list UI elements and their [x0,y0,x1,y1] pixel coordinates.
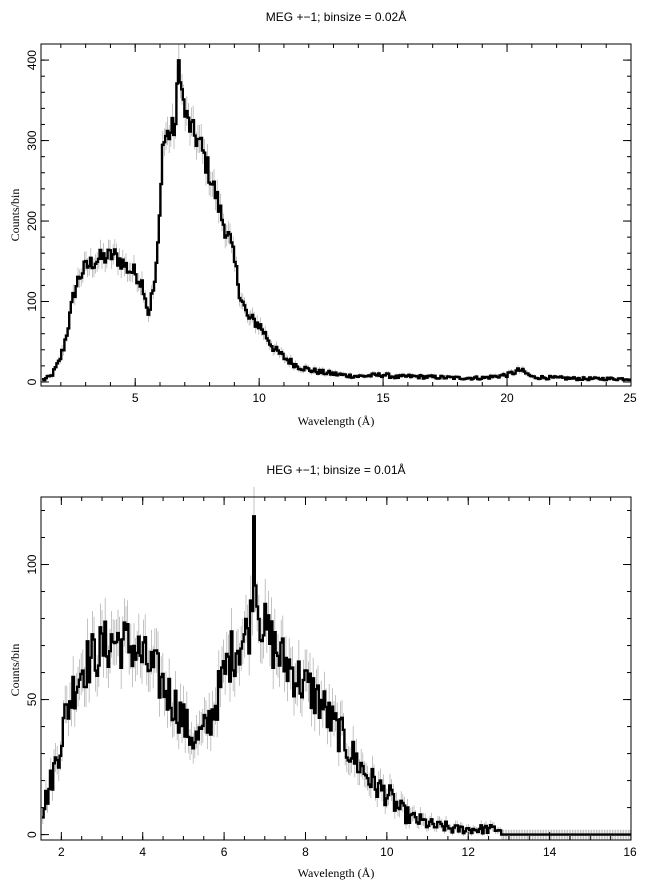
meg-x-tick-label: 10 [252,391,266,405]
heg-y-tick-label: 0 [25,831,39,838]
meg-x-tick-label: 5 [132,391,139,405]
heg-x-tick-label: 8 [302,845,309,859]
meg-panel: MEG +−1; binsize = 0.02Å 5 10 15 20 25 0 100 20… [8,9,637,428]
meg-y-tick-label: 100 [25,291,39,311]
meg-y-axis-label: Counts/bin [8,189,22,242]
heg-chart-title: HEG +−1; binsize = 0.01Å [266,462,405,477]
heg-x-tick-label: 4 [139,845,146,859]
meg-y-tick-label: 0 [25,378,39,385]
heg-x-tick-label: 14 [543,845,557,859]
meg-axis-ticks: 5 10 15 20 25 0 100 200 300 400 [25,43,637,405]
heg-panel: HEG +−1; binsize = 0.01Å 2 4 6 8 10 12 14 16 0 50… [8,462,637,880]
heg-x-tick-label: 2 [58,845,65,859]
meg-plot-frame [40,43,632,387]
meg-x-tick-label: 15 [376,391,390,405]
meg-y-tick-label: 300 [25,130,39,150]
heg-x-tick-label: 6 [221,845,228,859]
heg-axis-ticks: 2 4 6 8 10 12 14 16 0 50 100 [25,497,637,859]
meg-error-bars [42,44,631,382]
meg-x-tick-label: 20 [500,391,514,405]
heg-y-tick-label: 100 [25,554,39,574]
meg-x-tick-label: 25 [623,391,637,405]
heg-x-tick-label: 12 [462,845,476,859]
heg-y-axis-label: Counts/bin [8,644,22,697]
meg-chart-title: MEG +−1; binsize = 0.02Å [266,9,406,24]
heg-x-tick-label: 10 [380,845,394,859]
heg-x-tick-label: 16 [623,845,637,859]
meg-spectrum-line [42,59,631,382]
meg-y-tick-label: 200 [25,211,39,231]
heg-x-axis-label: Wavelength (Å) [298,866,375,880]
heg-y-tick-label: 50 [25,693,39,707]
heg-spectrum-line [42,515,631,836]
meg-x-axis-label: Wavelength (Å) [298,414,375,428]
meg-y-tick-label: 400 [25,50,39,70]
heg-plot-frame [40,496,632,841]
